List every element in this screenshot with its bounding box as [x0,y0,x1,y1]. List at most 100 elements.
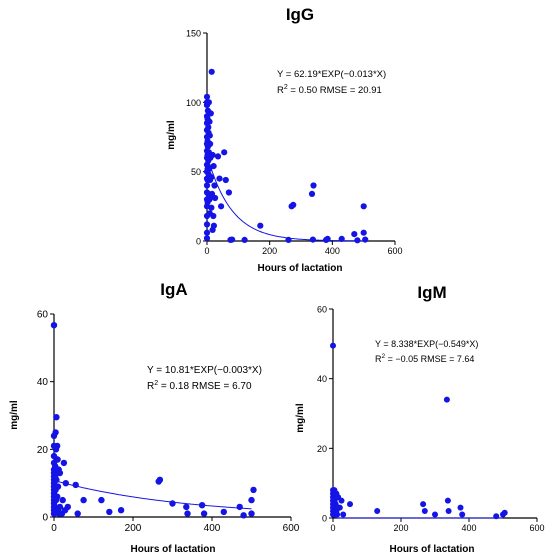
fit-stats: R2 = 0.50 RMSE = 20.91 [277,84,382,96]
data-point [72,481,79,489]
data-point [203,235,211,242]
fit-stats: R2 = 0.18 RMSE = 6.70 [147,380,252,392]
data-point [250,486,257,494]
data-point [210,222,217,229]
data-point [214,153,222,160]
data-point [53,476,60,483]
igm-chart: IgM mg/ml Hours of lactation Y = 8.338*E… [295,283,545,555]
data-point [309,236,316,243]
data-point [225,189,232,196]
data-point [421,508,428,514]
x-tick-label: 400 [461,523,476,533]
x-tick-label: 200 [393,523,408,533]
data-point [248,510,255,517]
data-point [50,322,58,329]
data-point [184,510,191,517]
data-point [198,502,206,509]
data-point [156,476,164,483]
data-point [208,68,215,75]
data-point [362,236,369,243]
data-point [98,496,105,504]
x-tick-label: 0 [204,246,209,256]
fit-equation: Y = 8.338*EXP(−0.549*X) [375,339,478,349]
data-point [334,511,341,518]
data-point [106,508,113,516]
data-point [206,165,213,172]
x-tick-label: 0 [330,523,335,533]
data-point [340,511,347,518]
data-point [203,221,211,228]
data-point [444,497,451,504]
data-point [211,182,218,189]
data-point [212,194,219,202]
data-point [290,201,297,208]
data-point [248,496,255,504]
data-point [240,512,247,519]
x-axis-label: Hours of lactation [130,544,215,555]
data-point [200,510,208,517]
data-point [308,190,316,197]
fit-curve [207,157,364,242]
y-axis-label: mg/ml [166,120,177,150]
data-point [59,496,66,504]
data-point [360,229,367,236]
data-point [354,237,361,244]
data-point [208,204,215,211]
data-point [222,176,229,184]
x-tick-label: 400 [204,523,221,534]
data-point [60,459,68,467]
y-tick-label: 0 [42,513,48,524]
igg-chart: IgG mg/ml Hours of lactation Y = 62.19*E… [166,5,403,274]
data-point [206,132,213,139]
y-tick-label: 20 [37,445,49,456]
y-axis-label: mg/ml [9,400,20,430]
data-point [347,501,353,508]
data-point [220,508,227,516]
data-point [205,124,212,131]
data-point [206,118,213,125]
data-point [62,480,69,487]
data-point [117,507,125,514]
data-point [493,513,500,520]
data-point [221,149,228,156]
fit-curve [333,512,503,519]
x-tick-label: 0 [51,523,57,534]
y-tick-label: 50 [191,167,201,177]
data-point [54,442,61,450]
data-point [74,510,81,517]
data-point [241,236,248,243]
data-point [351,231,358,238]
x-axis-label: Hours of lactation [257,263,342,274]
data-point [207,110,214,117]
x-tick-label: 600 [387,246,402,256]
data-point [360,203,367,210]
data-point [56,469,64,477]
data-point [207,140,214,147]
x-tick-label: 600 [283,523,300,534]
data-point [208,174,215,181]
y-tick-label: 20 [317,444,327,454]
data-point [64,503,72,511]
y-tick-label: 0 [322,514,327,524]
data-point [205,99,212,106]
data-point [501,509,508,516]
data-point [459,511,466,518]
data-point [310,182,317,189]
data-point [445,508,452,514]
y-tick-label: 100 [186,98,201,108]
x-axis-label: Hours of lactation [389,544,474,555]
data-point [432,511,438,518]
data-point [52,429,59,436]
fit-stats: R2 = −0.05 RMSE = 7.64 [375,353,474,364]
data-point [54,493,61,500]
data-point [338,235,345,242]
fit-equation: Y = 62.19*EXP(−0.013*X) [277,69,386,80]
data-point [54,456,61,463]
data-point [336,504,343,511]
data-point [218,203,225,210]
data-point [324,235,331,242]
data-point [257,222,264,229]
y-tick-label: 40 [317,374,327,384]
data-point [443,396,450,403]
